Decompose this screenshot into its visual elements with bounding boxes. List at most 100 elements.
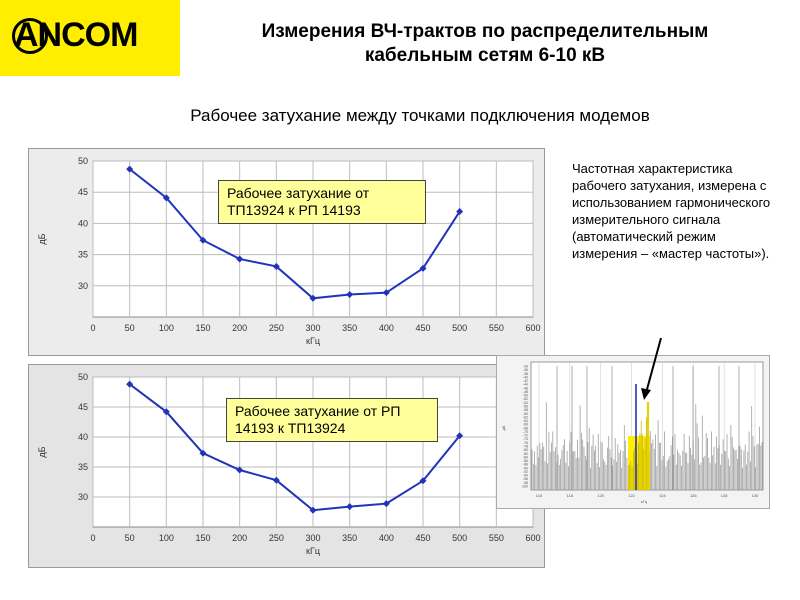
spectrum-y-tick-label: -62	[523, 415, 528, 419]
spectrum-y-tick-label: -90	[523, 466, 528, 470]
spectrum-y-tick-label: -52	[523, 397, 528, 401]
spectrum-x-axis-label: кГц	[641, 499, 648, 504]
x-tick-label: 150	[195, 533, 210, 543]
spectrum-y-tick-label: -78	[523, 445, 528, 449]
chart-reverse-callout: Рабочее затухание от РП 14193 к ТП13924	[226, 398, 438, 442]
y-tick-label: 40	[78, 218, 88, 228]
x-tick-label: 500	[452, 533, 467, 543]
spectrum-y-tick-label: -36	[523, 368, 528, 372]
series-line	[129, 383, 461, 512]
spectrum-x-tick-label: 128	[721, 493, 728, 498]
data-point	[126, 165, 134, 173]
x-tick-label: 100	[159, 323, 174, 333]
data-point	[126, 380, 134, 388]
spectrum-y-tick-label: -64	[523, 419, 528, 423]
spectrum-y-tick-label: -46	[523, 386, 528, 390]
y-tick-label: 50	[78, 156, 88, 166]
data-point	[456, 432, 464, 440]
logo-ring-icon	[12, 18, 48, 54]
logo-text: ANCOM	[14, 16, 138, 54]
data-point	[199, 236, 207, 244]
x-tick-label: 200	[232, 533, 247, 543]
spectrum-y-tick-label: -44	[523, 383, 528, 387]
spectrum-y-tick-label: -50	[523, 394, 528, 398]
data-point	[346, 503, 354, 511]
logo: ANCOM	[0, 0, 180, 76]
data-point	[382, 500, 390, 508]
x-tick-label: 0	[90, 323, 95, 333]
spectrum-y-tick-label: -80	[523, 448, 528, 452]
spectrum-y-tick-label: -54	[523, 401, 528, 405]
spectrum-y-tick-label: -94	[523, 474, 528, 478]
y-tick-label: 45	[78, 402, 88, 412]
data-point	[236, 255, 244, 263]
spectrum-y-tick-label: -82	[523, 452, 528, 456]
y-tick-label: 45	[78, 187, 88, 197]
frequency-response-note: Частотная характеристика рабочего затуха…	[572, 161, 771, 261]
x-axis-label: кГц	[306, 336, 320, 346]
x-tick-label: 600	[525, 323, 540, 333]
spectrum-y-tick-label: -42	[523, 379, 528, 383]
x-tick-label: 550	[489, 533, 504, 543]
data-point	[272, 476, 280, 484]
note-arrow-shaft	[645, 337, 662, 394]
spectrum-y-tick-label: -68	[523, 426, 528, 430]
x-tick-label: 50	[125, 533, 135, 543]
x-tick-label: 400	[379, 323, 394, 333]
data-point	[162, 194, 170, 202]
spectrum-y-tick-label: -58	[523, 408, 528, 412]
x-tick-label: 350	[342, 533, 357, 543]
spectrum-y-tick-label: -40	[523, 375, 528, 379]
y-tick-label: 30	[78, 492, 88, 502]
x-tick-label: 400	[379, 533, 394, 543]
x-tick-label: 500	[452, 323, 467, 333]
series-line	[129, 168, 461, 300]
spectrum-y-tick-label: -92	[523, 470, 528, 474]
x-tick-label: 200	[232, 323, 247, 333]
data-point	[199, 449, 207, 457]
y-tick-label: 40	[78, 432, 88, 442]
x-tick-label: 300	[305, 323, 320, 333]
data-point	[309, 506, 317, 514]
spectrum-x-tick-label: 118	[567, 493, 574, 498]
y-tick-label: 30	[78, 281, 88, 291]
spectrum-y-tick-label: -96	[523, 477, 528, 481]
x-tick-label: 600	[525, 533, 540, 543]
data-point	[382, 289, 390, 297]
x-tick-label: 50	[125, 323, 135, 333]
chart-forward-callout: Рабочее затухание от ТП13924 к РП 14193	[218, 180, 426, 224]
spectrum-y-tick-label: -56	[523, 405, 528, 409]
spectrum-x-tick-label: 122	[628, 493, 635, 498]
data-point	[272, 262, 280, 270]
spectrum-y-axis-label: дБ	[501, 425, 506, 430]
y-tick-label: 50	[78, 372, 88, 382]
spectrum-y-tick-label: -66	[523, 423, 528, 427]
spectrum-y-tick-label: -98	[523, 481, 528, 485]
data-point	[419, 477, 427, 485]
spectrum-y-tick-label: -60	[523, 412, 528, 416]
x-tick-label: 450	[415, 323, 430, 333]
spectrum-y-tick-label: -84	[523, 455, 528, 459]
spectrum-y-tick-label: -74	[523, 437, 528, 441]
y-tick-label: 35	[78, 250, 88, 260]
spectrum-thumbnail-svg: -34-36-38-40-42-44-46-48-50-52-54-56-58-…	[501, 361, 764, 504]
data-point	[419, 264, 427, 272]
data-point	[162, 408, 170, 416]
x-tick-label: 250	[269, 533, 284, 543]
y-axis-label: дБ	[37, 446, 47, 457]
x-tick-label: 550	[489, 323, 504, 333]
page-title-line2: кабельным сетям 6-10 кВ	[364, 45, 606, 66]
data-point	[309, 294, 317, 302]
spectrum-y-tick-label: -76	[523, 441, 528, 445]
y-tick-label: 35	[78, 462, 88, 472]
spectrum-y-tick-label: -38	[523, 372, 528, 376]
note-arrow-head-icon	[641, 388, 651, 400]
spectrum-x-tick-label: 116	[536, 493, 543, 498]
spectrum-thumbnail: -34 -36 -38 -40 -42 -44 -46 -48 -50 -52 -54 -56 -58-…	[496, 355, 770, 509]
x-tick-label: 150	[195, 323, 210, 333]
spectrum-y-tick-label: -100	[521, 485, 528, 489]
page-title: Измерения ВЧ-трактов по распределительны…	[205, 20, 765, 68]
page-title-line1: Измерения ВЧ-трактов по распределительны…	[261, 21, 709, 42]
data-point	[346, 291, 354, 299]
spectrum-x-tick-label: 126	[690, 493, 697, 498]
